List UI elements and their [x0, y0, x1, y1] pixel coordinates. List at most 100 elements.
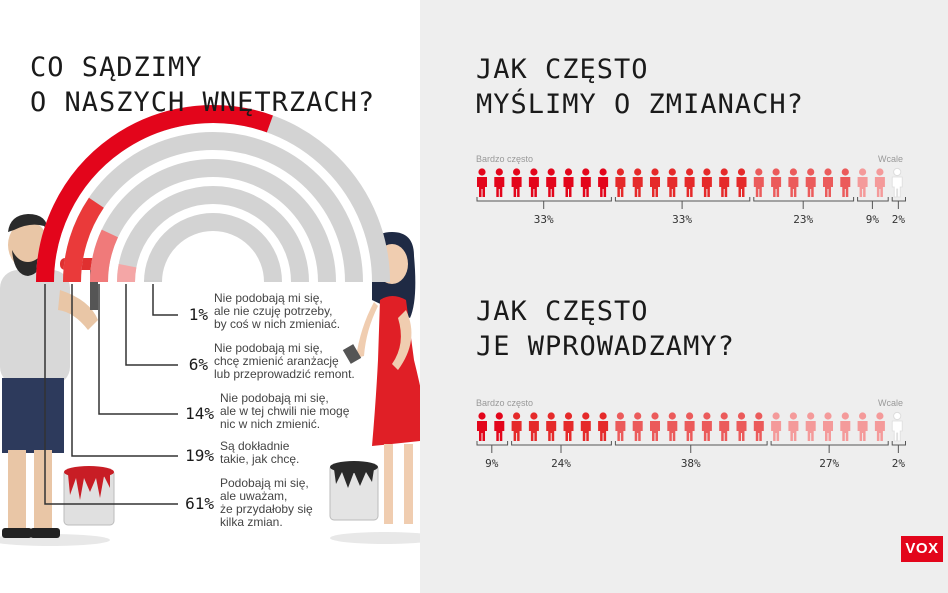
segment-label: 9% — [485, 457, 499, 470]
person-icon — [753, 412, 764, 441]
item-description: Podobają mi się, ale uważam, że przydałoby… — [220, 476, 313, 529]
left-title: CO SĄDZIMY O NASZYCH WNĘTRZACH? — [30, 50, 375, 120]
leader-line — [152, 284, 178, 316]
person-icon — [701, 412, 712, 441]
person-icon — [528, 168, 539, 197]
person-icon — [667, 168, 678, 197]
illustration — [0, 214, 420, 546]
person-icon — [511, 168, 522, 197]
leader-line — [125, 284, 178, 366]
person-icon — [580, 412, 591, 441]
rainbow-track — [117, 186, 309, 283]
leader-line — [71, 284, 178, 457]
person-icon — [771, 412, 782, 441]
person-icon — [840, 412, 851, 441]
person-icon — [719, 412, 730, 441]
frequency-chart-2 — [476, 411, 906, 453]
segment-label: 23% — [793, 213, 814, 226]
rainbow-arc-5 — [36, 105, 273, 283]
segment-label: 38% — [680, 457, 701, 470]
person-icon — [788, 168, 799, 197]
paint-bucket-icon — [329, 461, 379, 521]
vox-logo: VOX — [901, 536, 943, 562]
segment-bracket — [857, 197, 889, 202]
person-icon — [546, 412, 557, 441]
item-description: Nie podobają mi się, ale w tej chwili nie… — [220, 391, 350, 431]
title-line: JE WPROWADZAMY? — [476, 331, 735, 362]
item-description: Nie podobają mi się, chcę zmienić aranżac… — [214, 341, 355, 381]
chart2-title: JAK CZĘSTO JE WPROWADZAMY? — [476, 294, 735, 364]
item-description: Nie podobają mi się, ale nie czuję potrze… — [214, 291, 341, 331]
segment-label: 33% — [672, 213, 693, 226]
person-icon — [632, 168, 643, 197]
person-icon — [615, 168, 626, 197]
segment-label: 27% — [819, 457, 840, 470]
person-icon — [788, 412, 799, 441]
segment-bracket — [511, 441, 612, 446]
person-icon — [563, 168, 574, 197]
rainbow-arc-4 — [63, 197, 104, 283]
segment-label: 24% — [551, 457, 571, 470]
person-icon — [736, 412, 747, 441]
person-icon — [477, 412, 487, 441]
leader-line — [98, 284, 178, 415]
title-line: MYŚLIMY O ZMIANACH? — [476, 89, 804, 120]
leader-line — [44, 284, 178, 505]
segment-bracket — [476, 441, 509, 446]
title-line: JAK CZĘSTO — [476, 296, 649, 327]
person-icon — [753, 168, 764, 197]
person-icon — [632, 412, 643, 441]
person-icon — [494, 168, 505, 197]
person-icon — [736, 168, 747, 197]
leader-lines — [44, 284, 178, 505]
person-icon — [874, 168, 885, 197]
rainbow-arc-3 — [90, 229, 119, 283]
pct-label: 14% — [185, 404, 214, 423]
segment-label: 2% — [891, 213, 905, 226]
person-icon — [684, 412, 695, 441]
floor-shadow — [330, 532, 420, 544]
item-description: Są dokładnie takie, jak chcę. — [220, 439, 300, 466]
segment-bracket — [614, 441, 768, 446]
person-icon — [719, 168, 730, 197]
paint-bucket-icon — [63, 466, 115, 526]
interiors-chart — [0, 105, 420, 546]
title-line: O NASZYCH WNĘTRZACH? — [30, 87, 376, 118]
rainbow-track — [144, 213, 282, 283]
person-icon — [598, 168, 609, 197]
chart2-end-label: Wcale — [878, 398, 904, 408]
chart1-title: JAK CZĘSTO MYŚLIMY O ZMIANACH? — [476, 52, 804, 122]
person-icon — [528, 412, 539, 441]
person-icon — [477, 168, 487, 197]
person-icon — [805, 168, 816, 197]
title-line: JAK CZĘSTO — [476, 54, 649, 85]
right-panel: JAK CZĘSTO MYŚLIMY O ZMIANACH? Bardzo cz… — [420, 0, 948, 593]
pct-label: 6% — [188, 355, 208, 374]
person-icon — [840, 168, 851, 197]
person-icon — [701, 168, 712, 197]
person-icon — [805, 412, 816, 441]
rainbow-arc-2 — [117, 264, 137, 283]
person-icon — [891, 167, 903, 198]
pct-label: 19% — [185, 446, 214, 465]
person-icon — [857, 412, 868, 441]
segment-bracket — [891, 441, 906, 446]
person-icon — [580, 168, 591, 197]
pct-label: 61% — [185, 494, 214, 513]
title-line: CO SĄDZIMY — [30, 52, 203, 83]
person-icon — [874, 412, 885, 441]
person-icon — [494, 412, 505, 441]
person-icon — [771, 168, 782, 197]
person-icon — [546, 168, 557, 197]
frequency-chart-1 — [476, 167, 906, 209]
person-icon — [650, 168, 660, 197]
rainbow-track — [90, 159, 336, 283]
person-icon — [667, 412, 678, 441]
person-icon — [615, 412, 626, 441]
segment-label: 9% — [865, 213, 880, 226]
person-icon — [598, 412, 609, 441]
segment-label: 33% — [533, 213, 554, 226]
person-icon — [823, 412, 833, 441]
pct-label: 1% — [188, 305, 208, 324]
person-icon — [511, 412, 522, 441]
